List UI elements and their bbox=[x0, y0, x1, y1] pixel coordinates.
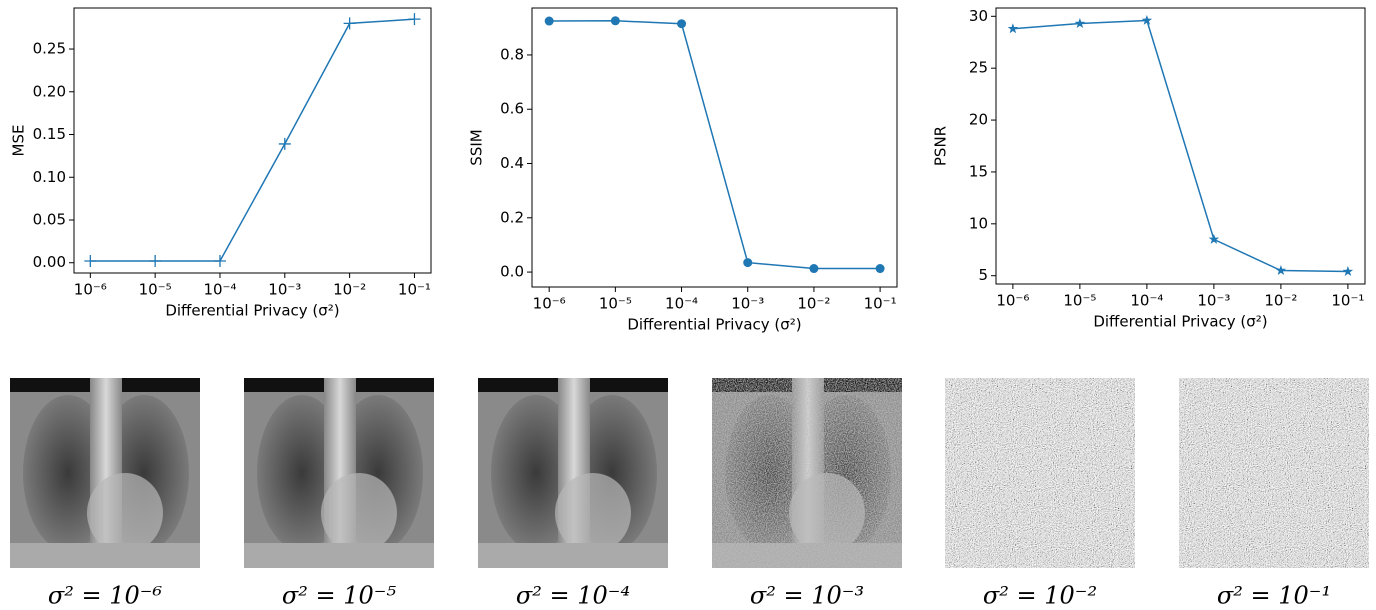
image-panel bbox=[1179, 378, 1369, 568]
y-tick-label: 0.25 bbox=[33, 40, 66, 58]
marker bbox=[1141, 14, 1153, 25]
x-tick-label: 10⁻⁵ bbox=[1063, 292, 1096, 310]
y-tick-label: 0.05 bbox=[33, 211, 66, 229]
y-axis-label: PSNR bbox=[932, 126, 950, 166]
data-line bbox=[1012, 19, 1348, 273]
xray-heart bbox=[321, 473, 397, 553]
marker bbox=[875, 264, 885, 274]
x-tick-label: 10⁻⁴ bbox=[203, 281, 236, 299]
x-tick-label: 10⁻² bbox=[1264, 292, 1297, 310]
x-tick-label: 10⁻³ bbox=[268, 281, 301, 299]
marker bbox=[278, 137, 291, 150]
marker bbox=[343, 17, 356, 30]
marker bbox=[610, 16, 620, 26]
image-panel bbox=[10, 378, 200, 568]
y-tick-label: 0.8 bbox=[500, 45, 524, 63]
noise bbox=[945, 378, 1135, 568]
noise bbox=[1179, 378, 1369, 568]
y-axis-label: MSE bbox=[10, 125, 28, 157]
x-axis-label: Differential Privacy (σ²) bbox=[165, 302, 339, 320]
marker bbox=[1342, 266, 1354, 276]
xray-base bbox=[244, 543, 434, 568]
caption: σ² = 10⁻² bbox=[983, 582, 1097, 610]
image-panel bbox=[945, 378, 1135, 568]
x-tick-label: 10⁻⁴ bbox=[1130, 292, 1163, 310]
x-tick-label: 10⁻³ bbox=[1197, 292, 1230, 310]
caption: σ² = 10⁻⁴ bbox=[516, 582, 630, 610]
y-tick-label: 10 bbox=[969, 214, 988, 232]
x-tick-label: 10⁻⁶ bbox=[74, 281, 107, 299]
marker bbox=[809, 264, 819, 274]
data-line bbox=[90, 18, 415, 262]
caption: σ² = 10⁻³ bbox=[750, 582, 864, 610]
marker bbox=[544, 16, 554, 26]
y-tick-label: 0.10 bbox=[33, 168, 66, 186]
marker bbox=[677, 19, 687, 29]
data-line bbox=[549, 20, 881, 270]
x-tick-label: 10⁻⁵ bbox=[139, 281, 172, 299]
x-tick-label: 10⁻¹ bbox=[398, 281, 431, 299]
x-tick-label: 10⁻⁶ bbox=[533, 295, 566, 313]
noise bbox=[712, 378, 902, 568]
y-tick-label: 0.00 bbox=[33, 253, 66, 271]
marker bbox=[149, 255, 162, 268]
xray-heart bbox=[555, 473, 631, 553]
x-tick-label: 10⁻¹ bbox=[864, 295, 897, 313]
marker bbox=[1275, 265, 1287, 275]
y-tick-label: 0.20 bbox=[33, 82, 66, 100]
y-tick-label: 0.4 bbox=[500, 154, 524, 172]
x-tick-label: 10⁻⁶ bbox=[996, 292, 1029, 310]
y-tick-label: 0.6 bbox=[500, 100, 524, 118]
x-tick-label: 10⁻² bbox=[797, 295, 830, 313]
caption: σ² = 10⁻⁵ bbox=[282, 582, 397, 610]
xray-base bbox=[10, 543, 200, 568]
plot-frame bbox=[995, 7, 1366, 285]
x-axis-label: Differential Privacy (σ²) bbox=[1093, 313, 1267, 331]
x-tick-label: 10⁻³ bbox=[731, 295, 764, 313]
marker bbox=[743, 258, 753, 268]
x-axis-label: Differential Privacy (σ²) bbox=[627, 316, 801, 334]
y-tick-label: 0.0 bbox=[500, 263, 524, 281]
x-tick-label: 10⁻² bbox=[333, 281, 366, 299]
y-tick-label: 20 bbox=[969, 111, 988, 129]
xray-heart bbox=[87, 473, 163, 553]
marker bbox=[1208, 233, 1220, 244]
xray-base bbox=[478, 543, 668, 568]
y-tick-label: 5 bbox=[978, 266, 988, 284]
image-panel bbox=[712, 378, 902, 568]
y-tick-label: 30 bbox=[969, 7, 988, 25]
marker bbox=[213, 255, 226, 268]
y-tick-label: 0.2 bbox=[500, 208, 524, 226]
y-axis-label: SSIM bbox=[468, 129, 486, 165]
marker bbox=[1007, 23, 1019, 34]
caption: σ² = 10⁻⁶ bbox=[48, 582, 163, 610]
x-tick-label: 10⁻¹ bbox=[1331, 292, 1364, 310]
marker bbox=[408, 13, 421, 26]
y-tick-label: 15 bbox=[969, 162, 988, 180]
marker bbox=[84, 255, 97, 268]
y-tick-label: 25 bbox=[969, 59, 988, 77]
caption: σ² = 10⁻¹ bbox=[1217, 582, 1331, 610]
plot-frame bbox=[531, 7, 898, 288]
marker bbox=[1074, 18, 1086, 29]
x-tick-label: 10⁻⁵ bbox=[599, 295, 632, 313]
plot-frame bbox=[73, 7, 432, 274]
image-panel bbox=[244, 378, 434, 568]
x-tick-label: 10⁻⁴ bbox=[665, 295, 698, 313]
image-panel bbox=[478, 378, 668, 568]
y-tick-label: 0.15 bbox=[33, 125, 66, 143]
